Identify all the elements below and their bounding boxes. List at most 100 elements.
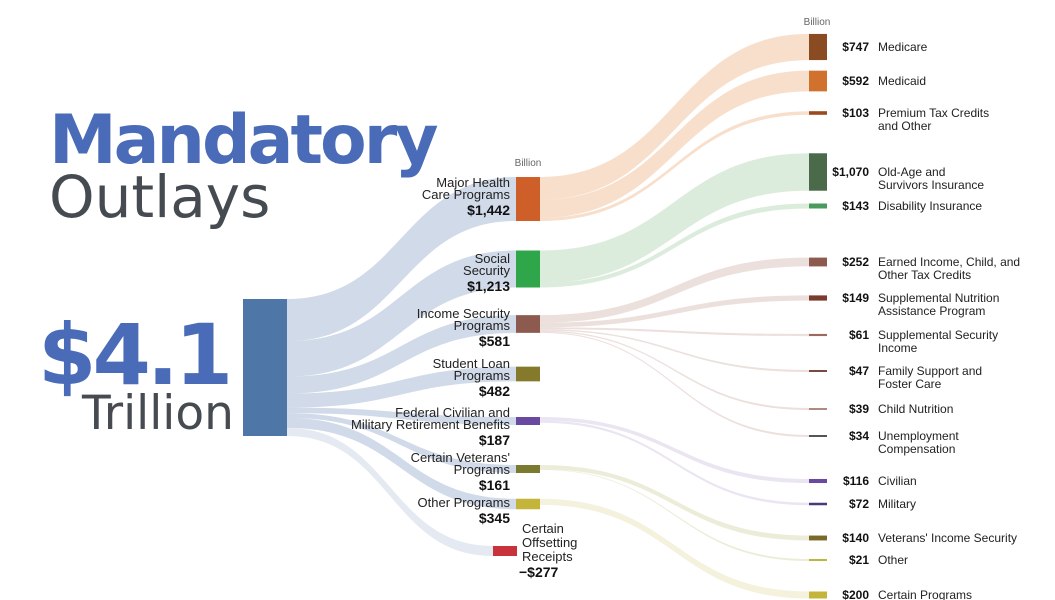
node-earned-income-child-and: [809, 257, 827, 267]
flow-income_security-family-support-and: [540, 329, 809, 372]
node-health: [516, 177, 540, 221]
category-label-income_security: Programs: [454, 318, 511, 333]
category-value-veterans: $161: [479, 477, 510, 493]
nodes: [243, 33, 827, 599]
label-medicaid: Medicaid: [878, 74, 926, 88]
root-flows: [287, 177, 516, 556]
node-certain-programs: [809, 591, 827, 599]
title-line1: Mandatory: [49, 101, 438, 180]
value-other: $21: [849, 553, 869, 567]
flow-veterans-veterans-income-security: [540, 465, 809, 541]
flow-veterans-other: [540, 469, 809, 561]
category-value-other: $345: [479, 510, 510, 526]
node-veterans-income-security: [809, 535, 827, 541]
label-medicare: Medicare: [878, 40, 928, 54]
label-supplemental-nutrition: Assistance Program: [878, 304, 985, 318]
flow-offsetting: [287, 427, 493, 556]
label-veterans-income-security: Veterans' Income Security: [878, 531, 1017, 545]
flow-root-income_security: [287, 315, 516, 394]
total-value: $4.1: [38, 306, 229, 404]
value-medicaid: $592: [842, 74, 869, 88]
category-value-social_security: $1,213: [467, 278, 510, 294]
label-unemployment: Compensation: [878, 442, 955, 456]
flow-root-retirement: [287, 407, 516, 425]
value-medicare: $747: [842, 40, 869, 54]
node-medicaid: [809, 70, 827, 92]
category-label-social_security: Security: [463, 263, 510, 278]
value-supplemental-security: $61: [849, 328, 869, 342]
middle-unit-label: Billion: [515, 158, 542, 169]
label-premium-tax-credits: Premium Tax Credits: [878, 106, 989, 120]
category-label-student_loan: Programs: [454, 368, 511, 383]
value-child-nutrition: $39: [849, 402, 869, 416]
flow-health-medicaid: [540, 70, 809, 218]
node-child-nutrition: [809, 408, 827, 410]
label-supplemental-security: Supplemental Security: [878, 328, 998, 342]
offsetting-value: −$277: [519, 564, 559, 580]
flow-retirement-civilian: [540, 417, 809, 484]
node-student_loan: [516, 366, 540, 382]
label-supplemental-security: Income: [878, 341, 918, 355]
category-value-income_security: $581: [479, 333, 510, 349]
node-other: [809, 559, 827, 561]
flow-social_security-disability-insurance: [540, 203, 809, 288]
right-unit-label: Billion: [804, 17, 831, 28]
label-civilian: Civilian: [878, 474, 917, 488]
category-label-other: Other Programs: [418, 495, 511, 510]
flow-income_security-unemployment: [540, 331, 809, 437]
flow-social_security-old-age-and: [540, 153, 809, 284]
node-family-support-and: [809, 370, 827, 372]
label-military: Military: [878, 497, 916, 511]
label-certain-programs: Certain Programs: [878, 588, 972, 600]
category-label-income_security: Income Security: [417, 306, 511, 321]
value-old-age-and: $1,070: [832, 165, 869, 179]
flow-retirement-military: [540, 420, 809, 506]
flow-root-health: [287, 177, 516, 342]
node-civilian: [809, 478, 827, 484]
node-income_security: [516, 315, 540, 333]
node-social_security: [516, 250, 540, 288]
value-unemployment: $34: [849, 429, 869, 443]
category-label-social_security: Social: [475, 251, 511, 266]
flow-income_security-earned-income-child-and: [540, 257, 809, 323]
value-disability-insurance: $143: [842, 199, 869, 213]
label-earned-income-child-and: Other Tax Credits: [878, 268, 971, 282]
node-other: [516, 498, 540, 510]
offsetting-label: Offsetting: [522, 535, 577, 550]
category-label-student_loan: Student Loan: [433, 356, 510, 371]
value-certain-programs: $200: [842, 588, 869, 600]
value-military: $72: [849, 497, 869, 511]
category-label-health: Major Health: [436, 175, 510, 190]
root-node: [243, 299, 287, 436]
node-supplemental-nutrition: [809, 295, 827, 301]
label-other: Other: [878, 553, 908, 567]
node-retirement: [516, 417, 540, 425]
category-label-veterans: Certain Veterans': [411, 450, 510, 465]
value-family-support-and: $47: [849, 364, 869, 378]
value-veterans-income-security: $140: [842, 531, 869, 545]
value-premium-tax-credits: $103: [842, 106, 869, 120]
value-supplemental-nutrition: $149: [842, 291, 869, 305]
node-disability-insurance: [809, 203, 827, 209]
value-civilian: $116: [843, 474, 869, 488]
flow-root-other: [287, 417, 516, 510]
flow-root-social_security: [287, 250, 516, 377]
total-unit: Trillion: [81, 386, 234, 441]
category-value-health: $1,442: [467, 202, 510, 218]
category-label-retirement: Federal Civilian and: [395, 405, 510, 420]
node-premium-tax-credits: [809, 111, 827, 115]
category-flows: [540, 33, 809, 599]
label-disability-insurance: Disability Insurance: [878, 199, 982, 213]
node-medicare: [809, 33, 827, 61]
label-old-age-and: Survivors Insurance: [878, 178, 984, 192]
node-military: [809, 502, 827, 506]
flow-other-certain-programs: [540, 498, 809, 599]
title-line2: Outlays: [49, 163, 270, 231]
node-old-age-and: [809, 153, 827, 191]
label-family-support-and: Foster Care: [878, 377, 942, 391]
flow-income_security-child-nutrition: [540, 330, 809, 410]
value-earned-income-child-and: $252: [842, 255, 869, 269]
offsetting-label: Certain: [522, 521, 564, 536]
category-label-veterans: Programs: [454, 462, 511, 477]
node-veterans: [516, 465, 540, 473]
